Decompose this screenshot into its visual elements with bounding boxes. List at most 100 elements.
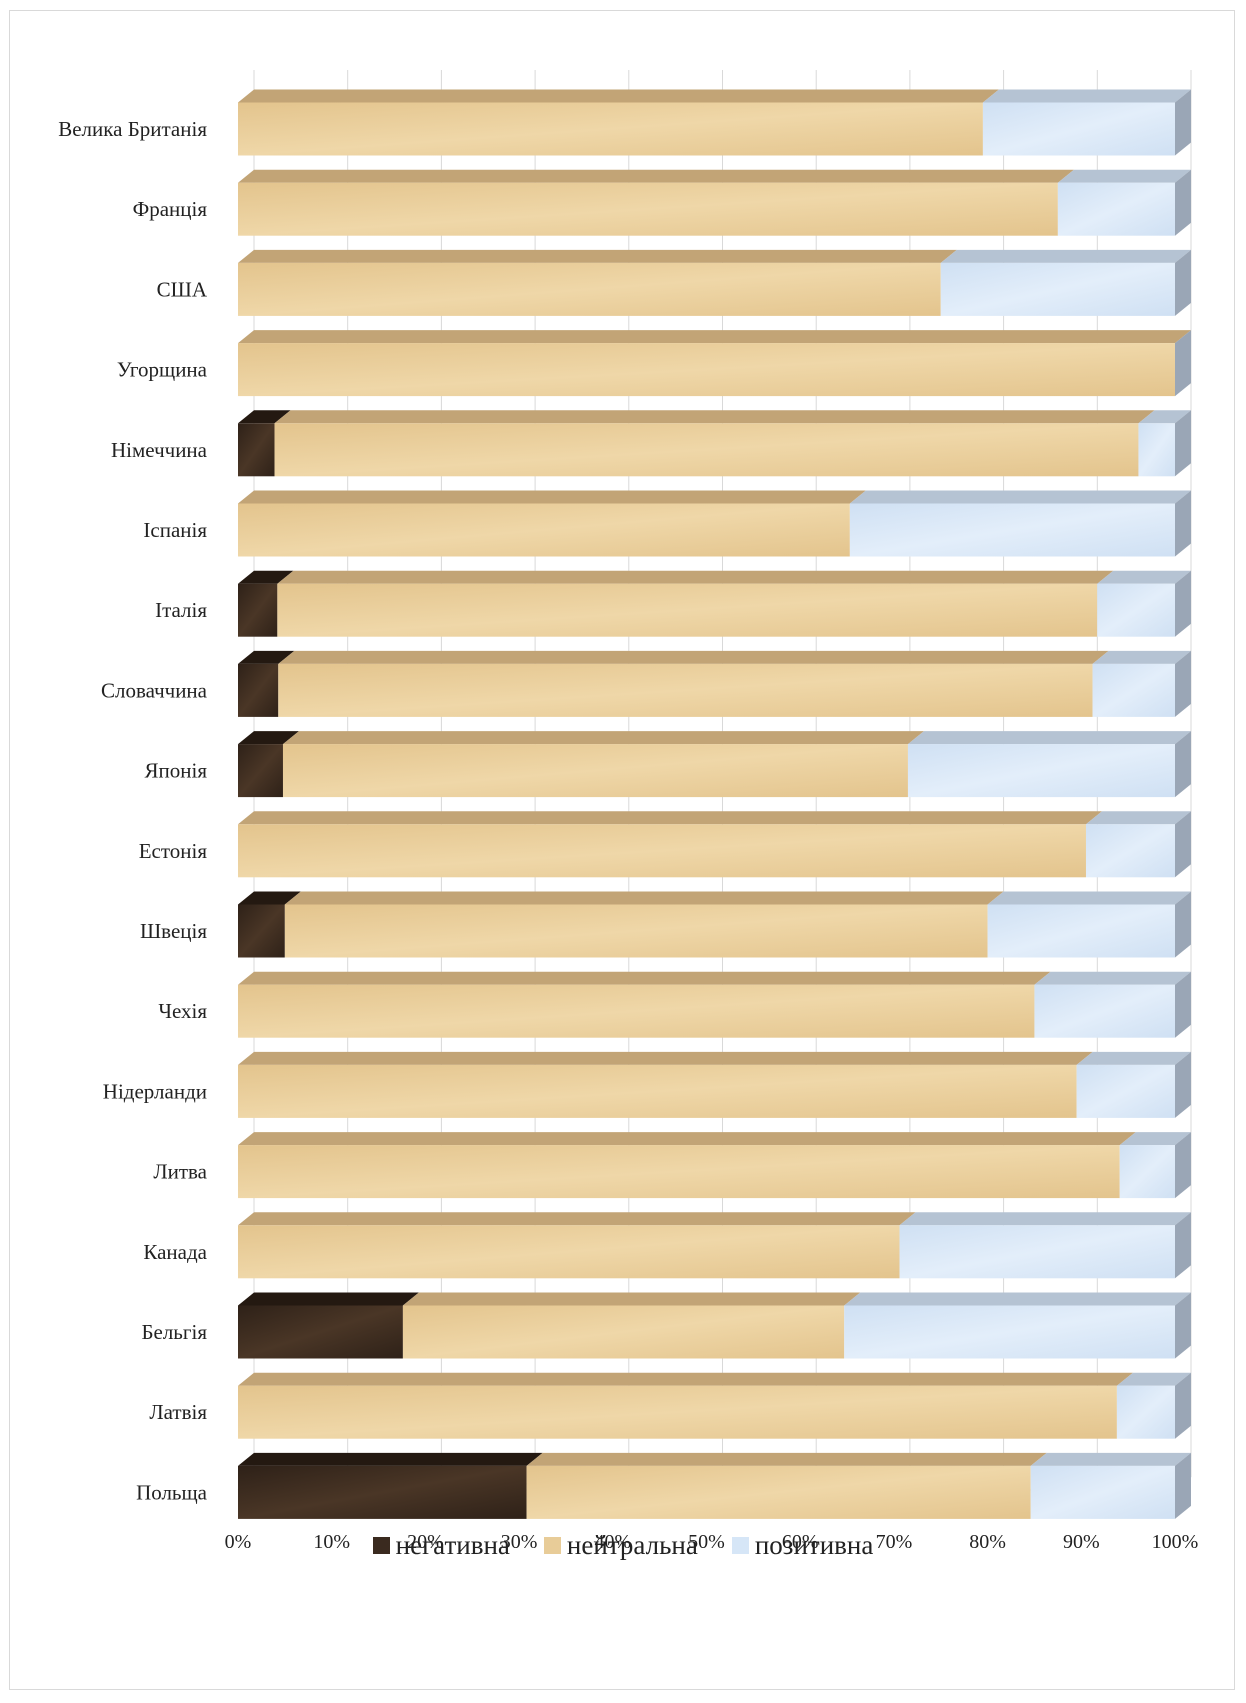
bar-side	[1175, 169, 1191, 236]
bar-side	[1175, 89, 1191, 156]
bar-side	[1175, 570, 1191, 637]
x-tick-label: 20%	[407, 1531, 444, 1553]
legend-label-positive: позитивна	[754, 1529, 874, 1560]
bar-segment-positive-top	[940, 249, 1191, 263]
bar-segment-positive	[982, 102, 1175, 156]
bar-segment-positive	[849, 503, 1175, 557]
legend-swatch-negative	[372, 1536, 390, 1554]
category-label: Іспанія	[143, 518, 207, 542]
bar-segment-positive-top	[1034, 971, 1191, 985]
bar-segment-negative	[238, 1465, 527, 1519]
bar-segment-positive	[1076, 1064, 1175, 1118]
bar-segment-neutral	[238, 984, 1035, 1038]
category-label: Бельгія	[141, 1320, 207, 1344]
category-label: Естонія	[139, 839, 208, 863]
bar-segment-neutral	[284, 904, 988, 958]
bar-segment-neutral-top	[238, 1132, 1136, 1146]
bar-segment-positive	[1138, 423, 1175, 477]
legend-item-neutral: нейтральна	[543, 1529, 698, 1561]
bar-segment-neutral	[526, 1465, 1031, 1519]
bar-side	[1175, 1051, 1191, 1118]
legend-label-negative: негативна	[395, 1529, 510, 1560]
bar-side	[1175, 1292, 1191, 1359]
x-tick-label: 10%	[313, 1531, 350, 1553]
category-label: Словаччина	[101, 678, 208, 702]
bar-segment-positive	[1030, 1465, 1175, 1519]
bar-segment-positive-top	[1119, 1132, 1191, 1146]
bar-segment-negative	[238, 1305, 403, 1359]
bar-side	[1175, 1372, 1191, 1439]
bar-segment-negative-top	[238, 410, 291, 424]
bar-segment-positive	[899, 1225, 1175, 1279]
bar-segment-positive	[1092, 663, 1175, 717]
bar-side	[1175, 410, 1191, 477]
bar-segment-negative-top	[238, 1292, 419, 1306]
bar-segment-neutral-top	[238, 169, 1074, 183]
legend-swatch-positive	[731, 1536, 749, 1554]
bar-side	[1175, 971, 1191, 1038]
bar-segment-neutral-top	[238, 330, 1191, 344]
x-tick-label: 30%	[501, 1531, 538, 1553]
bar-segment-neutral	[238, 1145, 1120, 1199]
category-label: Угорщина	[117, 358, 208, 382]
bar-segment-negative-top	[238, 1452, 543, 1466]
bar-segment-positive-top	[1097, 570, 1191, 584]
category-label: США	[157, 277, 208, 301]
x-tick-label: 70%	[876, 1531, 913, 1553]
category-label: Латвія	[149, 1400, 207, 1424]
bar-segment-neutral-top	[274, 410, 1155, 424]
bar-segment-neutral	[277, 583, 1098, 637]
bar-segment-neutral	[238, 503, 850, 557]
bar-segment-neutral	[238, 102, 983, 156]
bar-segment-negative-top	[238, 650, 295, 664]
category-label: Франція	[133, 197, 208, 221]
x-tick-label: 100%	[1152, 1531, 1199, 1553]
legend-item-positive: позитивна	[731, 1529, 874, 1561]
bar-segment-positive-top	[1076, 1051, 1191, 1065]
category-label: Німеччина	[111, 438, 208, 462]
bar-segment-neutral-top	[238, 811, 1102, 825]
bar-segment-negative-top	[238, 891, 301, 905]
bar-segment-neutral-top	[238, 249, 957, 263]
bar-segment-neutral	[278, 663, 1093, 717]
bar-segment-positive	[907, 744, 1175, 798]
bar-segment-positive	[940, 262, 1175, 316]
category-label: Велика Британія	[58, 117, 207, 141]
bar-segment-neutral	[274, 423, 1139, 477]
bar-segment-negative	[238, 423, 275, 477]
bar-segment-neutral	[402, 1305, 845, 1359]
legend-swatch-neutral	[543, 1536, 561, 1554]
bar-segment-neutral-top	[238, 1051, 1093, 1065]
x-tick-label: 90%	[1063, 1531, 1100, 1553]
bar-segment-negative-top	[238, 731, 299, 745]
bar-side	[1175, 811, 1191, 878]
legend-label-neutral: нейтральна	[566, 1529, 698, 1560]
bar-segment-positive-top	[899, 1212, 1191, 1226]
category-label: Японія	[145, 759, 208, 783]
bar-segment-positive	[1097, 583, 1175, 637]
bar-side	[1175, 1452, 1191, 1519]
bar-segment-negative	[238, 904, 285, 958]
bar-segment-neutral	[238, 1385, 1117, 1439]
bar-segment-neutral	[238, 824, 1086, 878]
bar-side	[1175, 731, 1191, 798]
bar-segment-positive-top	[987, 891, 1191, 905]
category-label: Італія	[155, 598, 207, 622]
x-tick-label: 60%	[782, 1531, 819, 1553]
category-label: Польща	[136, 1480, 208, 1504]
x-tick-label: 50%	[688, 1531, 725, 1553]
bar-segment-positive-top	[844, 1292, 1191, 1306]
bar-segment-positive-top	[907, 731, 1191, 745]
bar-segment-neutral-top	[238, 1212, 916, 1226]
category-label: Чехія	[158, 999, 207, 1023]
bar-segment-neutral	[238, 1225, 900, 1279]
bar-segment-positive	[1116, 1385, 1175, 1439]
bar-segment-neutral-top	[238, 971, 1051, 985]
x-tick-label: 40%	[594, 1531, 631, 1553]
bar-segment-positive-top	[1085, 811, 1191, 825]
x-tick-label: 0%	[225, 1531, 252, 1553]
bar-segment-positive-top	[982, 89, 1191, 103]
bar-side	[1175, 650, 1191, 717]
bar-segment-neutral-top	[278, 650, 1109, 664]
